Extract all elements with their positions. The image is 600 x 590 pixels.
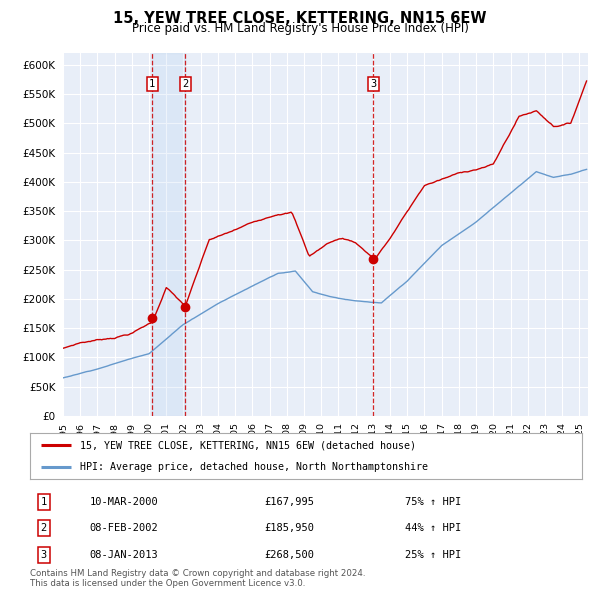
Text: Contains HM Land Registry data © Crown copyright and database right 2024.
This d: Contains HM Land Registry data © Crown c… xyxy=(30,569,365,588)
Text: 3: 3 xyxy=(41,550,47,560)
Text: 2: 2 xyxy=(41,523,47,533)
Text: 08-JAN-2013: 08-JAN-2013 xyxy=(89,550,158,560)
Text: 10-MAR-2000: 10-MAR-2000 xyxy=(89,497,158,507)
Text: 3: 3 xyxy=(370,79,376,89)
Text: £185,950: £185,950 xyxy=(265,523,314,533)
Text: 15, YEW TREE CLOSE, KETTERING, NN15 6EW (detached house): 15, YEW TREE CLOSE, KETTERING, NN15 6EW … xyxy=(80,441,416,451)
Text: 1: 1 xyxy=(149,79,155,89)
Text: £167,995: £167,995 xyxy=(265,497,314,507)
Text: 25% ↑ HPI: 25% ↑ HPI xyxy=(405,550,461,560)
Text: £268,500: £268,500 xyxy=(265,550,314,560)
Text: 75% ↑ HPI: 75% ↑ HPI xyxy=(405,497,461,507)
Text: 15, YEW TREE CLOSE, KETTERING, NN15 6EW: 15, YEW TREE CLOSE, KETTERING, NN15 6EW xyxy=(113,11,487,25)
Text: Price paid vs. HM Land Registry's House Price Index (HPI): Price paid vs. HM Land Registry's House … xyxy=(131,22,469,35)
Text: 1: 1 xyxy=(41,497,47,507)
Text: 2: 2 xyxy=(182,79,188,89)
Text: 08-FEB-2002: 08-FEB-2002 xyxy=(89,523,158,533)
Text: 44% ↑ HPI: 44% ↑ HPI xyxy=(405,523,461,533)
Bar xyxy=(152,53,185,416)
Text: HPI: Average price, detached house, North Northamptonshire: HPI: Average price, detached house, Nort… xyxy=(80,461,428,471)
